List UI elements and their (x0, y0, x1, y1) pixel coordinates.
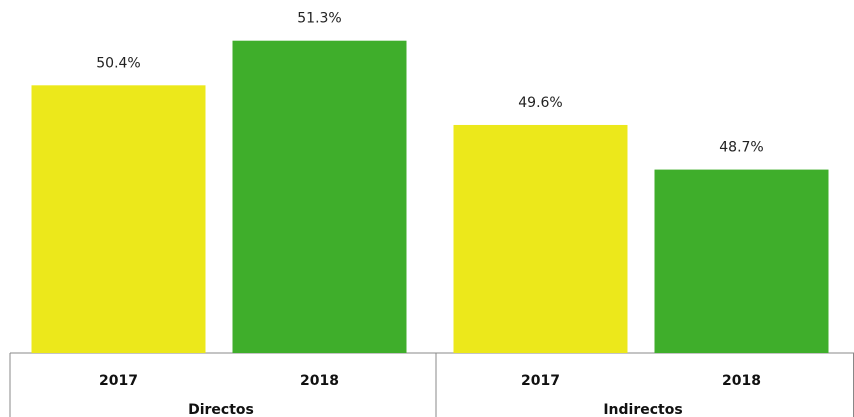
bar (453, 124, 628, 353)
data-label: 49.6% (518, 95, 562, 111)
group-label: Indirectos (603, 402, 682, 417)
x-tick-label: 2018 (722, 373, 761, 389)
data-label: 50.4% (96, 55, 140, 71)
bar (232, 40, 407, 353)
bar (654, 169, 829, 353)
x-tick-label: 2017 (99, 373, 138, 389)
data-label: 48.7% (719, 140, 763, 156)
data-label: 51.3% (297, 11, 341, 27)
x-tick-label: 2018 (300, 373, 339, 389)
bar (31, 85, 206, 354)
x-tick-label: 2017 (521, 373, 560, 389)
group-label: Directos (188, 402, 254, 417)
